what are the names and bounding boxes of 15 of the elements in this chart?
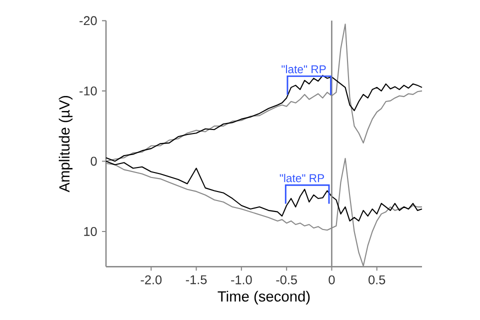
x-tick-label: -0.5 [276,275,297,284]
x-tick-label: -2.0 [140,275,162,284]
y-tick-label: -10 [80,86,97,96]
line-series [105,74,423,162]
x-tick-label: 0 [328,275,335,284]
x-axis-title: Time (second) [218,290,310,304]
y-axis-title: Amplitude (µV) [58,96,72,192]
y-tick-label: 0 [90,156,97,166]
y-tick-label: -20 [80,16,97,26]
x-tick-label: -1.0 [231,275,252,284]
y-tick-label: 10 [84,227,97,236]
annotation: "late" RP [282,64,326,74]
annotation: "late" RP [280,174,324,182]
x-tick-label: -1.5 [186,275,207,284]
x-tick-label: 0.5 [368,275,386,284]
